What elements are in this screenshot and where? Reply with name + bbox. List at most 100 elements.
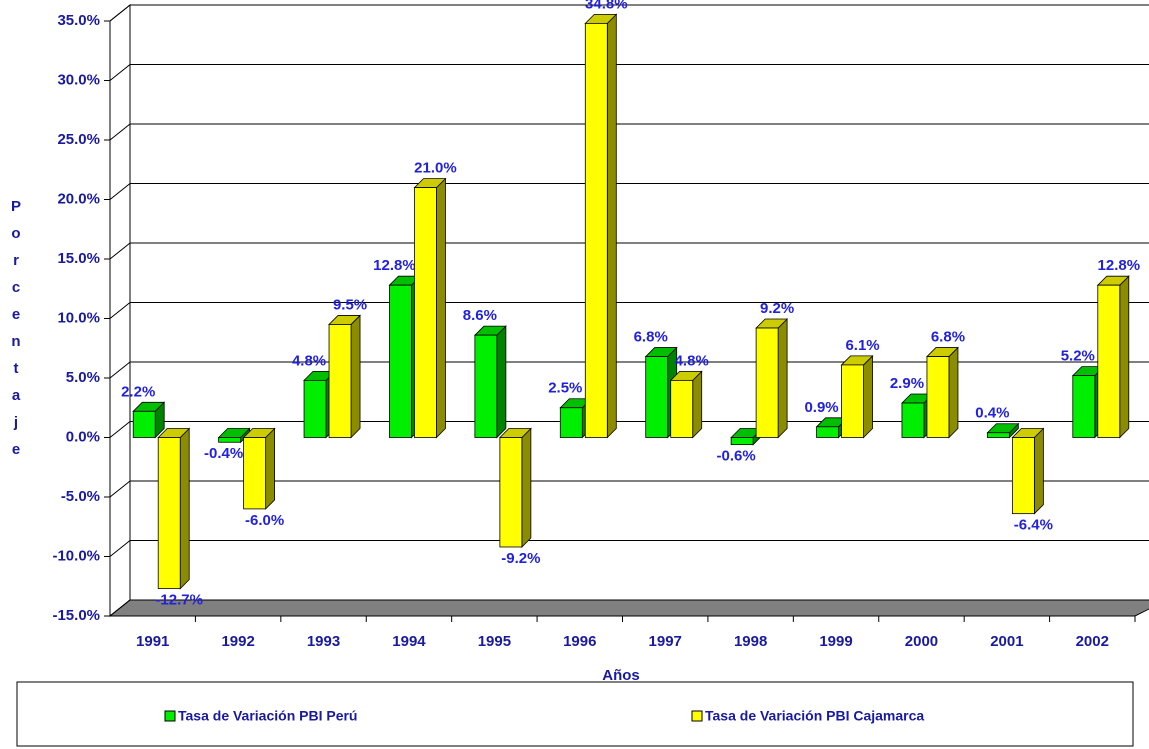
bar-group [1096, 275, 1130, 439]
bar-group [755, 318, 789, 439]
x-tick-label: 1993 [307, 633, 340, 650]
bar-group [132, 401, 166, 439]
bar [132, 410, 156, 438]
grid-line [109, 183, 1149, 200]
x-tick-label: 1997 [649, 633, 682, 650]
value-label: 6.8% [931, 329, 965, 346]
value-label: 4.8% [675, 352, 709, 369]
bar-side [496, 325, 507, 439]
value-label: 5.2% [1061, 348, 1095, 365]
x-axis-title: Años [602, 667, 640, 684]
grid-line [109, 242, 1149, 260]
bar [218, 437, 242, 443]
value-label: 8.6% [463, 307, 497, 324]
value-label: 6.1% [845, 337, 879, 354]
y-tick-label: -15.0% [52, 607, 100, 624]
grid-line [109, 540, 1149, 557]
value-label: -6.0% [245, 512, 284, 529]
y-tick-label: 20.0% [57, 190, 100, 207]
x-tick-label: 2002 [1076, 633, 1109, 650]
bar [645, 356, 669, 438]
bar [559, 407, 583, 438]
value-label: -9.2% [501, 550, 540, 567]
value-label: -12.7% [155, 592, 203, 609]
legend-swatch [691, 710, 703, 722]
legend-swatch [164, 710, 176, 722]
floor [108, 599, 1149, 617]
bar-side [863, 354, 873, 439]
bar-group [217, 427, 251, 444]
legend-label: Tasa de Variación PBI Cajamarca [705, 708, 924, 724]
value-label: -0.4% [204, 445, 243, 462]
grid-line [109, 361, 1149, 379]
bar-side [436, 177, 446, 439]
bar [1072, 375, 1096, 438]
bar [389, 284, 412, 438]
value-label: 0.4% [975, 405, 1009, 422]
bar [303, 379, 327, 438]
grid-line [109, 599, 1149, 617]
x-tick-label: 1999 [819, 633, 852, 650]
bar [1011, 437, 1035, 515]
bar [584, 22, 608, 438]
bar [414, 187, 437, 438]
bar [901, 402, 925, 438]
bar [474, 334, 498, 438]
y-tick-label: 30.0% [57, 71, 100, 88]
bar-side [777, 318, 788, 439]
bar [841, 364, 864, 438]
legend-box [16, 681, 1134, 747]
bar [755, 327, 779, 438]
bar-side [1119, 275, 1130, 439]
x-tick-label: 1992 [221, 633, 254, 650]
value-label: 21.0% [414, 160, 457, 177]
bar [730, 437, 754, 446]
y-tick-label: 25.0% [57, 131, 100, 148]
value-label: 9.2% [760, 300, 794, 317]
bar [328, 324, 352, 438]
bar-side [692, 370, 703, 439]
value-label: -0.6% [717, 448, 756, 465]
x-tick-label: 1994 [392, 633, 426, 650]
bar-group [925, 346, 959, 439]
x-tick-label: 1998 [734, 633, 767, 650]
bar [926, 356, 950, 438]
bar-side [350, 314, 361, 439]
grid-line [109, 64, 1149, 81]
value-label: 2.9% [890, 375, 924, 392]
bar-group [840, 354, 874, 439]
bar-group [1011, 427, 1045, 515]
bar-side [179, 427, 190, 590]
bar-group [157, 427, 191, 590]
value-label: -6.4% [1014, 517, 1053, 534]
x-tick-label: 2001 [990, 633, 1023, 650]
grid-line [109, 4, 1149, 22]
y-tick-label: -5.0% [61, 488, 100, 505]
y-tick-label: -10.0% [52, 547, 100, 564]
bar [816, 426, 839, 438]
value-label: 34.8% [585, 0, 628, 12]
x-tick-label: 2000 [905, 633, 938, 650]
bar-group [986, 422, 1020, 439]
bar-group [413, 177, 447, 439]
legend-label: Tasa de Variación PBI Perú [178, 708, 357, 724]
bar-group [473, 325, 507, 439]
x-tick-label: 1995 [478, 633, 511, 650]
grid-line [109, 480, 1149, 498]
value-label: 12.8% [1098, 257, 1141, 274]
value-label: 4.8% [292, 352, 326, 369]
bar-group [498, 427, 532, 548]
y-tick-label: 5.0% [66, 369, 100, 386]
bar-group [559, 397, 593, 439]
bar [157, 437, 181, 590]
bar [243, 437, 267, 510]
bar [986, 432, 1010, 438]
grid-line [109, 123, 1149, 141]
bar-side [521, 427, 532, 548]
y-tick-label: 15.0% [57, 250, 100, 267]
bar-group [328, 314, 362, 439]
x-tick-label: 1991 [136, 633, 169, 650]
bar-side [265, 427, 276, 510]
bar-side [606, 13, 617, 439]
